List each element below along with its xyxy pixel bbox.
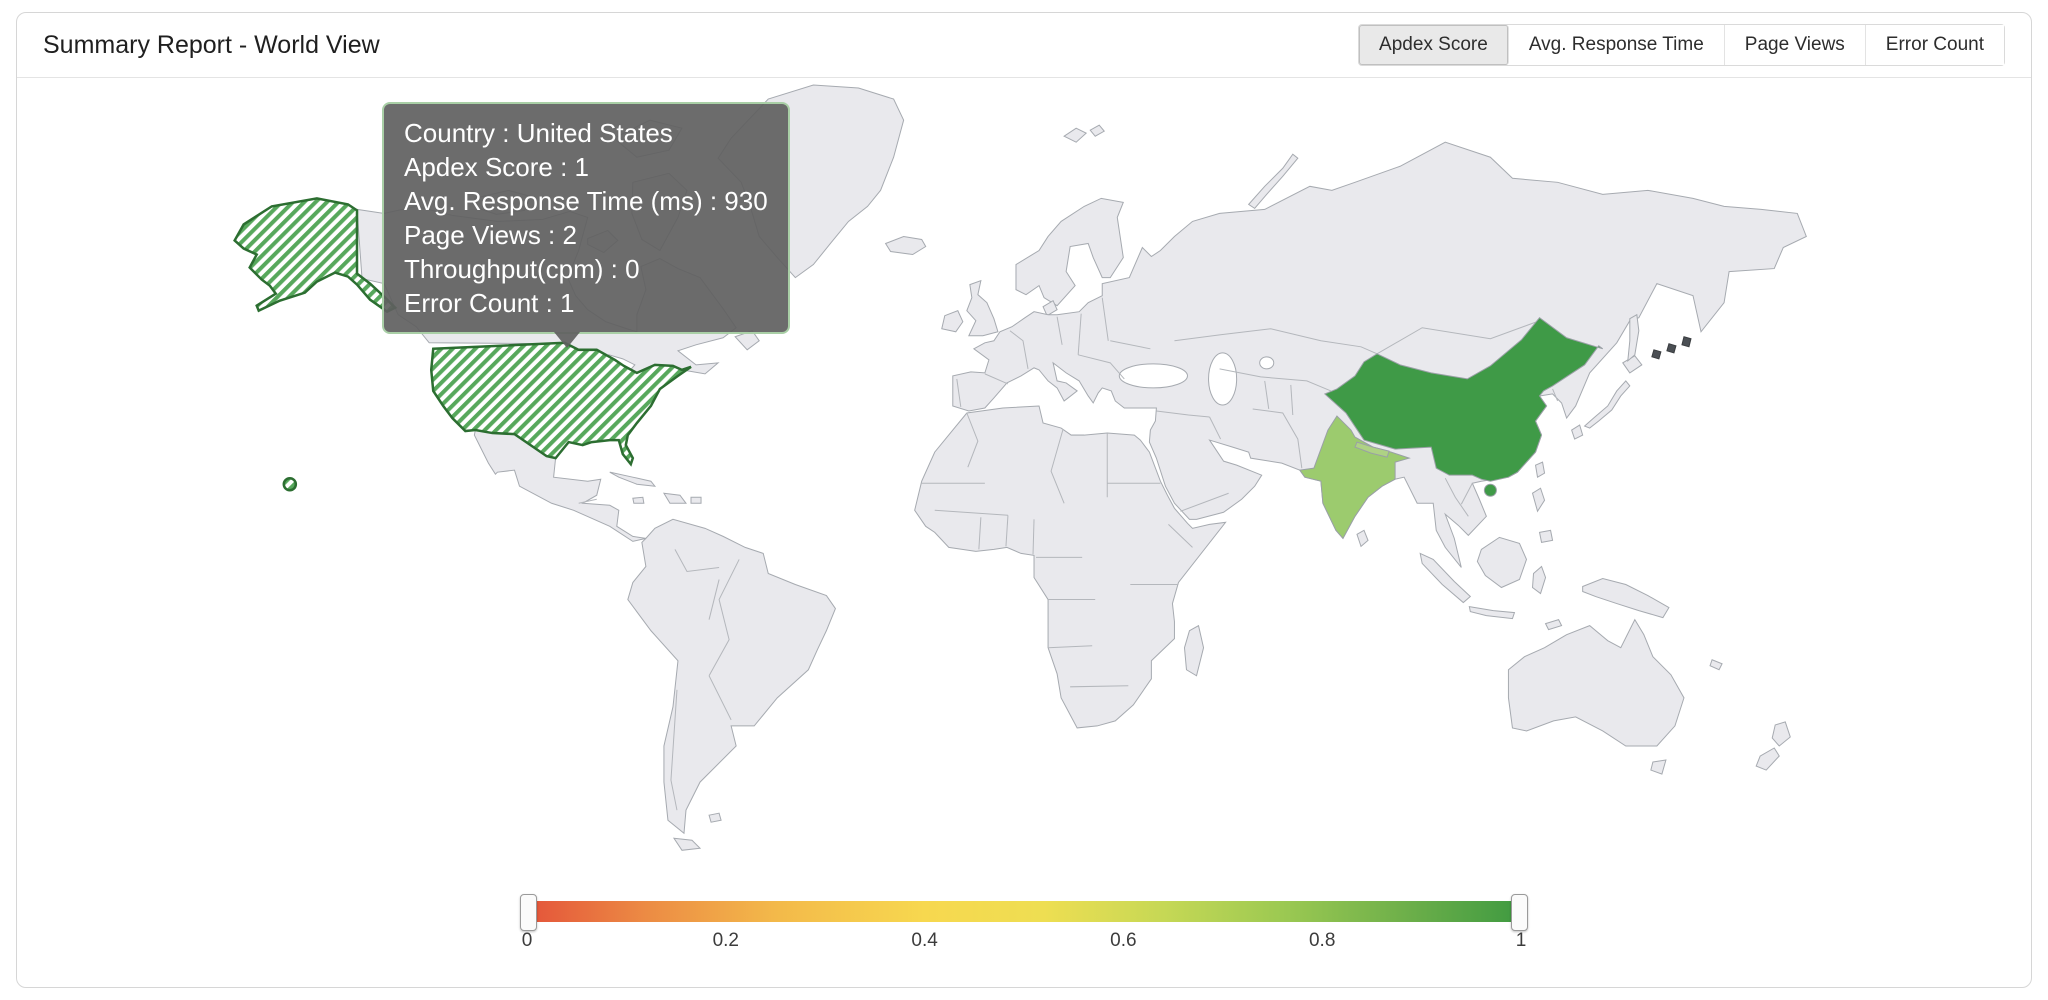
island-new-caledonia	[1709, 659, 1723, 671]
legend-gradient-bar[interactable]	[520, 894, 1528, 931]
island-sumatra	[1419, 552, 1472, 604]
state-hawaii[interactable]	[282, 476, 298, 492]
legend: 0 0.2 0.4 0.6 0.8 1	[520, 894, 1528, 959]
tooltip-line-country: Country : United States	[404, 118, 673, 148]
map-tooltip: Country : United States Apdex Score : 1 …	[382, 102, 790, 348]
country-nepal[interactable]	[1354, 441, 1390, 458]
island-jamaica	[632, 496, 645, 504]
tab-avg-response-time[interactable]: Avg. Response Time	[1508, 25, 1725, 65]
legend-tick-2: 0.4	[911, 930, 938, 951]
island-svalbard-2	[1089, 124, 1106, 137]
island-hainan[interactable]	[1483, 483, 1497, 497]
legend-min-handle[interactable]	[520, 894, 537, 931]
tooltip-line-error-count: Error Count : 1	[404, 288, 575, 318]
country-new-zealand-south	[1755, 747, 1780, 771]
tab-error-count[interactable]: Error Count	[1865, 25, 2004, 65]
legend-tick-3: 0.6	[1110, 930, 1137, 951]
island-new-guinea	[1582, 577, 1670, 619]
country-philippines-mindanao	[1538, 529, 1554, 543]
country-india[interactable]	[1298, 415, 1411, 540]
island-sakhalin	[1627, 313, 1640, 363]
country-china[interactable]	[1323, 317, 1604, 482]
caspian-sea	[1208, 352, 1238, 406]
island-timor	[1544, 619, 1563, 631]
country-philippines-luzon	[1531, 487, 1546, 513]
island-java	[1468, 605, 1516, 620]
black-sea	[1118, 363, 1188, 389]
island-cuba	[609, 471, 657, 487]
island-falklands	[708, 812, 722, 823]
country-ireland	[941, 310, 964, 333]
highlighted-countries[interactable]	[233, 197, 1604, 540]
legend-tick-4: 0.8	[1308, 930, 1336, 951]
continent-south-america	[627, 518, 837, 835]
island-novaya-zemlya	[1247, 153, 1299, 210]
legend-tick-5: 1	[1515, 930, 1527, 951]
tooltip-line-page-views: Page Views : 2	[404, 220, 577, 250]
country-japan-kyushu	[1571, 424, 1584, 440]
legend-max-handle[interactable]	[1511, 894, 1528, 931]
tooltip-arrow	[554, 332, 580, 348]
legend-tick-0: 0	[521, 930, 533, 951]
island-hispaniola	[662, 492, 687, 504]
country-new-zealand-north	[1771, 721, 1791, 747]
map-body: Country : United States Apdex Score : 1 …	[17, 78, 2031, 987]
aral-sea	[1259, 356, 1275, 370]
tooltip-line-throughput: Throughput(cpm) : 0	[404, 254, 640, 284]
island-borneo	[1476, 536, 1528, 589]
tab-page-views[interactable]: Page Views	[1724, 25, 1866, 65]
country-australia	[1507, 618, 1685, 747]
legend-tick-1: 0.2	[712, 930, 740, 951]
report-header: Summary Report - World View Apdex Score …	[17, 13, 2031, 78]
legend-ticks: 0 0.2 0.4 0.6 0.8 1	[522, 930, 1527, 956]
continent-africa	[914, 405, 1227, 729]
island-sri-lanka	[1356, 529, 1369, 548]
country-japan-honshu	[1583, 380, 1631, 429]
region-mexico-central-america	[473, 429, 646, 542]
island-taiwan	[1534, 461, 1546, 478]
country-united-states[interactable]	[429, 341, 692, 467]
island-madagascar	[1183, 624, 1205, 677]
country-borders	[578, 297, 1559, 811]
country-united-kingdom	[966, 279, 999, 337]
page-title: Summary Report - World View	[43, 30, 380, 59]
island-tasmania	[1650, 759, 1667, 775]
country-denmark	[1042, 299, 1058, 317]
metric-tabs: Apdex Score Avg. Response Time Page View…	[1358, 24, 2005, 66]
tab-apdex-score[interactable]: Apdex Score	[1359, 25, 1509, 65]
country-iceland	[884, 235, 927, 256]
world-map-svg	[233, 84, 1807, 851]
tooltip-line-response-time: Avg. Response Time (ms) : 930	[404, 186, 768, 216]
tooltip-line-apdex: Apdex Score : 1	[404, 152, 589, 182]
island-puerto-rico	[690, 496, 702, 504]
island-tierra-del-fuego	[672, 837, 702, 851]
state-alaska[interactable]	[233, 197, 398, 314]
country-japan-hokkaido	[1622, 355, 1643, 374]
island-sulawesi	[1531, 565, 1547, 595]
kuril-islands	[1651, 336, 1692, 360]
report-card: Summary Report - World View Apdex Score …	[16, 12, 2032, 988]
island-svalbard	[1063, 127, 1088, 143]
